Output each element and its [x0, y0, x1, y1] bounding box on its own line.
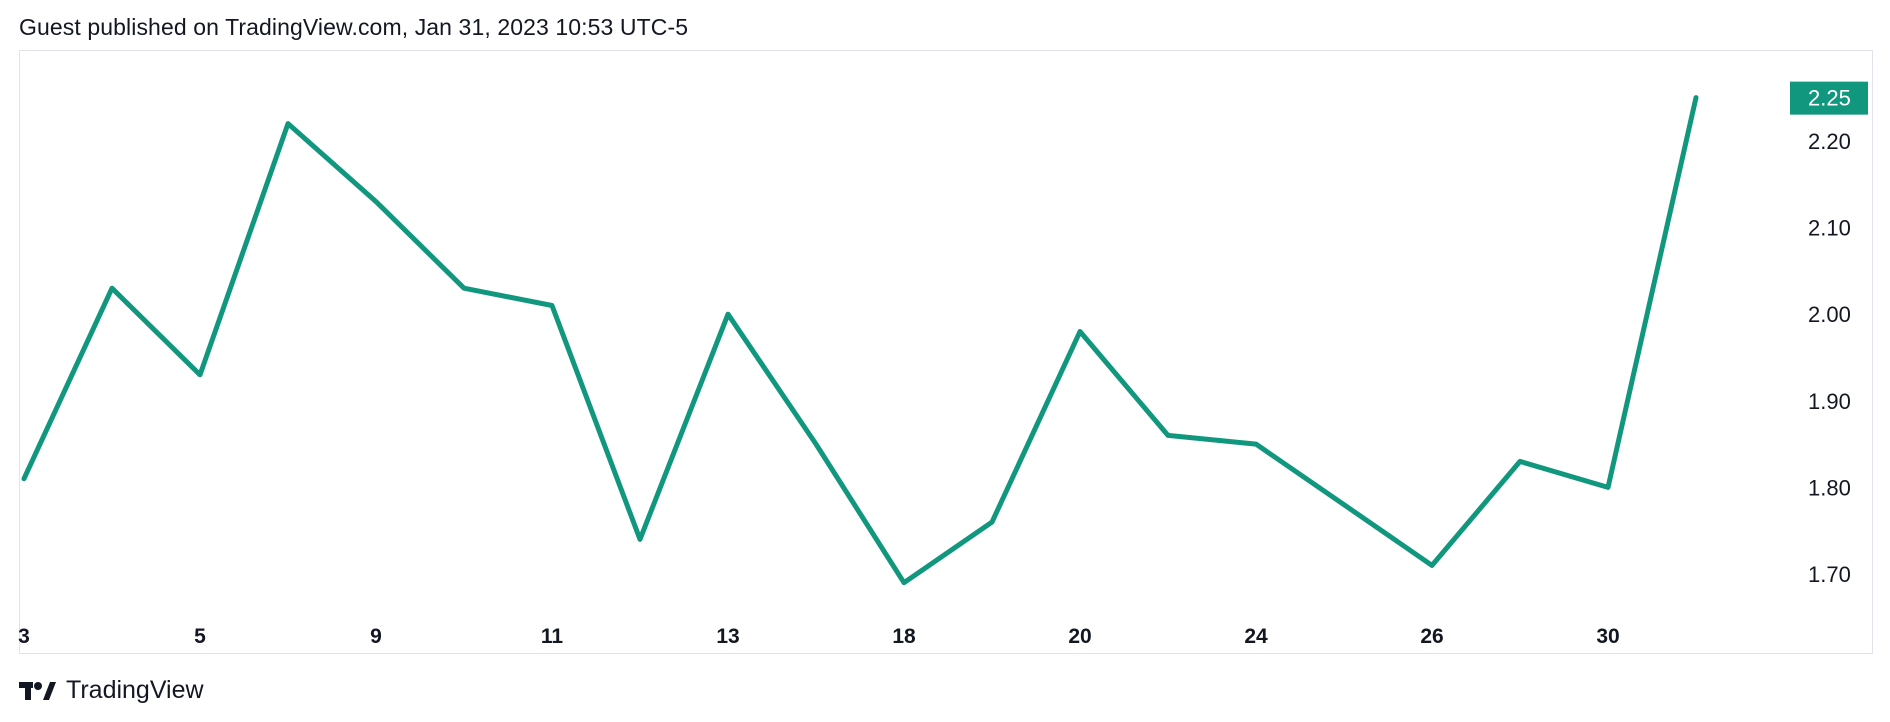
publish-header: Guest published on TradingView.com, Jan … — [19, 14, 689, 40]
data-point — [1606, 485, 1610, 490]
y-tick-label: 2.20 — [1808, 129, 1851, 154]
x-tick-label: 13 — [716, 625, 739, 648]
price-line[interactable] — [21, 95, 1699, 586]
data-point — [726, 312, 730, 317]
data-point — [1166, 433, 1170, 438]
y-tick-label: 2.10 — [1808, 216, 1851, 241]
x-tick-label: 18 — [892, 625, 916, 648]
data-point — [638, 537, 642, 542]
price-axis[interactable]: 1.70 1.80 1.90 2.00 2.10 2.20 — [1808, 129, 1851, 587]
series-layer — [21, 95, 1699, 586]
line-chart[interactable]: 3 5 9 11 13 18 20 24 26 30 1.70 1.80 1.90 2.00 2.10 2.… — [0, 0, 1890, 660]
data-point — [814, 442, 818, 447]
x-tick-label: 9 — [370, 625, 382, 648]
x-tick-label: 30 — [1596, 625, 1619, 648]
x-tick-label: 5 — [194, 625, 206, 648]
data-point — [1518, 459, 1522, 464]
data-point — [286, 121, 290, 126]
tradingview-logo-icon — [19, 681, 56, 700]
data-point — [1430, 563, 1434, 568]
data-point — [550, 303, 554, 308]
chart-frame — [19, 50, 1873, 654]
data-point — [1078, 329, 1082, 334]
y-tick-label: 1.70 — [1808, 562, 1851, 587]
tradingview-logo[interactable]: TradingView — [19, 676, 204, 705]
data-point — [374, 199, 378, 204]
y-tick-label: 2.00 — [1808, 302, 1851, 327]
y-tick-label: 1.80 — [1808, 475, 1851, 500]
data-point — [22, 476, 26, 481]
x-tick-label: 11 — [541, 625, 564, 648]
data-point — [902, 580, 906, 585]
data-point — [990, 520, 994, 525]
data-point — [1254, 442, 1258, 447]
data-point — [462, 286, 466, 291]
x-axis: 3 5 9 11 13 18 20 24 26 30 — [18, 625, 1620, 648]
x-tick-label: 20 — [1068, 625, 1091, 648]
data-point — [1694, 95, 1698, 100]
data-point — [1342, 502, 1346, 507]
data-point — [110, 286, 114, 291]
data-point — [198, 372, 202, 377]
x-tick-label: 24 — [1244, 625, 1268, 648]
logo-text: TradingView — [66, 676, 204, 704]
last-price-label: 2.25 — [1808, 86, 1851, 111]
x-tick-label: 3 — [18, 625, 30, 648]
last-price-layer: 2.25 — [1790, 81, 1868, 115]
y-tick-label: 1.90 — [1808, 389, 1851, 414]
x-tick-label: 26 — [1420, 625, 1443, 648]
last-price-badge — [1790, 81, 1868, 115]
